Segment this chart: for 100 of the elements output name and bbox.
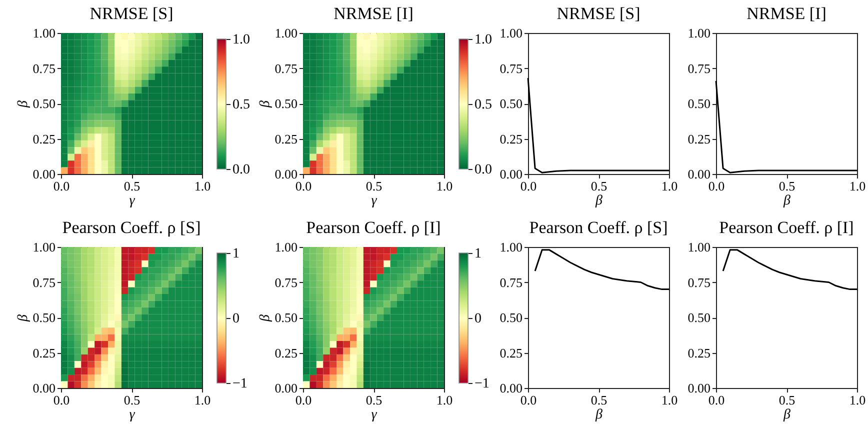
- y-tick-label: 0.50: [500, 310, 522, 325]
- y-tick-label: 0.50: [688, 96, 710, 111]
- line-series: [722, 249, 858, 290]
- color-bar-label: 0.5: [474, 98, 492, 112]
- y-tick-label: 0.50: [32, 310, 56, 325]
- y-tick-label: 0.75: [688, 274, 710, 290]
- color-bar-label: 1.0: [474, 32, 492, 48]
- x-tick-label: 0.0: [520, 392, 537, 408]
- y-tick-label: 0.25: [32, 131, 56, 146]
- x-tick-label: 0.5: [590, 178, 608, 194]
- chart-title: Pearson Coeff. ρ [I]: [719, 218, 854, 237]
- y-tick-label: 1.00: [500, 26, 522, 40]
- y-tick-label: 0.00: [32, 380, 56, 396]
- y-tick-label: 0.00: [500, 166, 522, 182]
- chart-title: Pearson Coeff. ρ [S]: [529, 218, 668, 237]
- x-axis-title: β: [782, 194, 791, 208]
- x-tick-label: 0.5: [778, 392, 796, 408]
- x-tick-label: 0.5: [124, 392, 140, 408]
- x-tick-label: 0.5: [590, 392, 608, 408]
- y-tick-label: 0.50: [274, 310, 298, 325]
- y-axis-title: β: [16, 100, 31, 108]
- x-tick-label: 1.0: [849, 178, 866, 194]
- x-tick-label: 0.5: [124, 178, 140, 194]
- y-tick-label: 0.25: [500, 345, 522, 360]
- x-tick-label: 1.0: [661, 178, 678, 194]
- x-axis-title: γ: [371, 194, 378, 208]
- y-tick-label: 1.00: [274, 240, 298, 254]
- color-bar-label: 0.0: [474, 162, 492, 178]
- x-tick-label: 1.0: [436, 178, 453, 194]
- x-axis-title: β: [594, 194, 603, 208]
- x-tick-label: 0.5: [366, 392, 382, 408]
- y-tick-label: 0.00: [274, 380, 298, 396]
- color-bar-label: 0: [474, 312, 482, 326]
- x-tick-label: 1.0: [849, 392, 866, 408]
- y-tick-label: 0.75: [500, 274, 522, 290]
- y-tick-label: 0.25: [688, 345, 710, 360]
- x-tick-label: 0.0: [53, 178, 70, 194]
- y-axis-title: β: [258, 100, 273, 108]
- x-tick-label: 1.0: [436, 392, 453, 408]
- y-tick-label: 0.00: [32, 166, 56, 182]
- y-tick-label: 0.50: [688, 310, 710, 325]
- y-tick-label: 1.00: [688, 26, 710, 40]
- color-bar-label: −1: [232, 376, 248, 392]
- y-tick-label: 1.00: [32, 240, 56, 254]
- color-bar-label: −1: [474, 376, 490, 392]
- line-series: [534, 249, 670, 290]
- chart-title: Pearson Coeff. ρ [I]: [306, 218, 441, 237]
- y-tick-label: 0.75: [32, 60, 56, 76]
- x-axis-title: β: [594, 408, 603, 422]
- y-tick-label: 0.75: [274, 60, 298, 76]
- x-tick-label: 1.0: [661, 392, 678, 408]
- y-tick-label: 0.25: [32, 345, 56, 360]
- x-axis-title: γ: [129, 194, 136, 208]
- y-tick-label: 0.25: [688, 131, 710, 146]
- x-tick-label: 0.0: [53, 392, 70, 408]
- y-tick-label: 1.00: [688, 240, 710, 254]
- y-tick-label: 1.00: [274, 26, 298, 40]
- x-tick-label: 0.0: [295, 392, 312, 408]
- y-tick-label: 0.75: [688, 60, 710, 76]
- color-bar-label: 0.5: [232, 98, 250, 112]
- y-tick-label: 0.25: [274, 345, 298, 360]
- line-series: [527, 77, 670, 174]
- chart-title: NRMSE [S]: [556, 4, 640, 23]
- y-tick-label: 0.75: [500, 60, 522, 76]
- line-series: [715, 80, 858, 174]
- chart-title: NRMSE [I]: [334, 4, 414, 23]
- y-tick-label: 0.00: [500, 380, 522, 396]
- y-tick-label: 1.00: [32, 26, 56, 40]
- x-tick-label: 0.0: [295, 178, 312, 194]
- y-tick-label: 0.50: [274, 96, 298, 111]
- y-tick-label: 0.50: [32, 96, 56, 111]
- chart-title: NRMSE [I]: [746, 4, 826, 23]
- x-tick-label: 1.0: [194, 392, 211, 408]
- y-tick-label: 0.75: [32, 274, 56, 290]
- color-bar-label: 1.0: [232, 32, 250, 48]
- color-bar-label: 0: [232, 312, 240, 326]
- y-tick-label: 0.75: [274, 274, 298, 290]
- x-tick-label: 1.0: [194, 178, 211, 194]
- x-tick-label: 0.5: [366, 178, 382, 194]
- y-tick-label: 1.00: [500, 240, 522, 254]
- x-axis-title: γ: [371, 408, 378, 422]
- chart-title: NRMSE [S]: [90, 4, 174, 23]
- y-axis-title: β: [258, 314, 273, 322]
- y-axis-title: β: [16, 314, 31, 322]
- y-tick-label: 0.00: [274, 166, 298, 182]
- color-bar-label: 1: [474, 246, 482, 262]
- y-tick-label: 0.25: [274, 131, 298, 146]
- y-tick-label: 0.00: [688, 166, 710, 182]
- x-tick-label: 0.0: [520, 178, 537, 194]
- y-tick-label: 0.50: [500, 96, 522, 111]
- color-bar-label: 0.0: [232, 162, 250, 178]
- x-axis-title: β: [782, 408, 791, 422]
- x-tick-label: 0.0: [708, 178, 725, 194]
- y-tick-label: 0.00: [688, 380, 710, 396]
- y-tick-label: 0.25: [500, 131, 522, 146]
- x-tick-label: 0.5: [778, 178, 796, 194]
- color-bar-label: 1: [232, 246, 240, 262]
- x-axis-title: γ: [129, 408, 136, 422]
- x-tick-label: 0.0: [708, 392, 725, 408]
- chart-title: Pearson Coeff. ρ [S]: [62, 218, 201, 237]
